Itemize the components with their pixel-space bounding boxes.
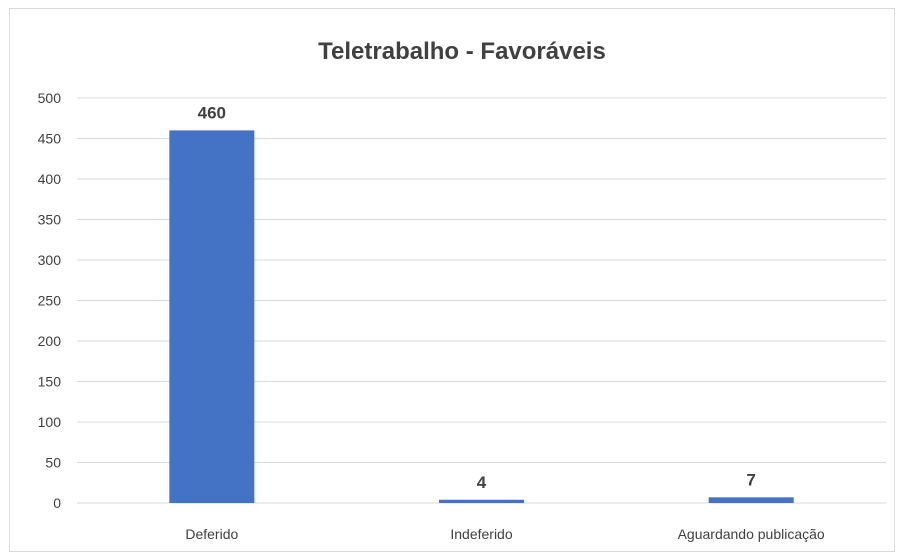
y-tick-label: 150	[38, 374, 62, 390]
y-tick-label: 500	[38, 90, 62, 106]
bars	[169, 130, 794, 503]
y-tick-label: 350	[38, 212, 62, 228]
chart-frame: Teletrabalho - Favoráveis 0 50 100 150 200 25…	[9, 8, 895, 552]
data-label: 4	[477, 473, 487, 492]
y-tick-label: 400	[38, 171, 62, 187]
data-label: 7	[746, 470, 755, 489]
x-tick-label: Deferido	[185, 526, 238, 542]
bar	[169, 130, 255, 503]
chart-title: Teletrabalho - Favoráveis	[318, 38, 606, 65]
y-tick-label: 50	[45, 455, 61, 471]
x-tick-label: Indeferido	[450, 526, 512, 542]
y-tick-label: 0	[53, 495, 61, 511]
y-tick-label: 100	[38, 414, 62, 430]
data-label: 460	[198, 103, 226, 122]
x-tick-label: Aguardando publicação	[678, 526, 825, 542]
x-axis-tick-labels: Deferido Indeferido Aguardando publicação	[185, 526, 825, 542]
y-tick-label: 250	[38, 293, 62, 309]
y-tick-label: 300	[38, 252, 62, 268]
bar-chart: Teletrabalho - Favoráveis 0 50 100 150 200 25…	[38, 38, 886, 542]
bar	[708, 497, 794, 503]
data-labels: 460 4 7	[198, 103, 756, 491]
y-tick-label: 200	[38, 333, 62, 349]
y-tick-label: 450	[38, 131, 62, 147]
bar	[439, 499, 524, 503]
y-axis-tick-labels: 0 50 100 150 200 250 300 350 400 450 500	[38, 90, 62, 511]
